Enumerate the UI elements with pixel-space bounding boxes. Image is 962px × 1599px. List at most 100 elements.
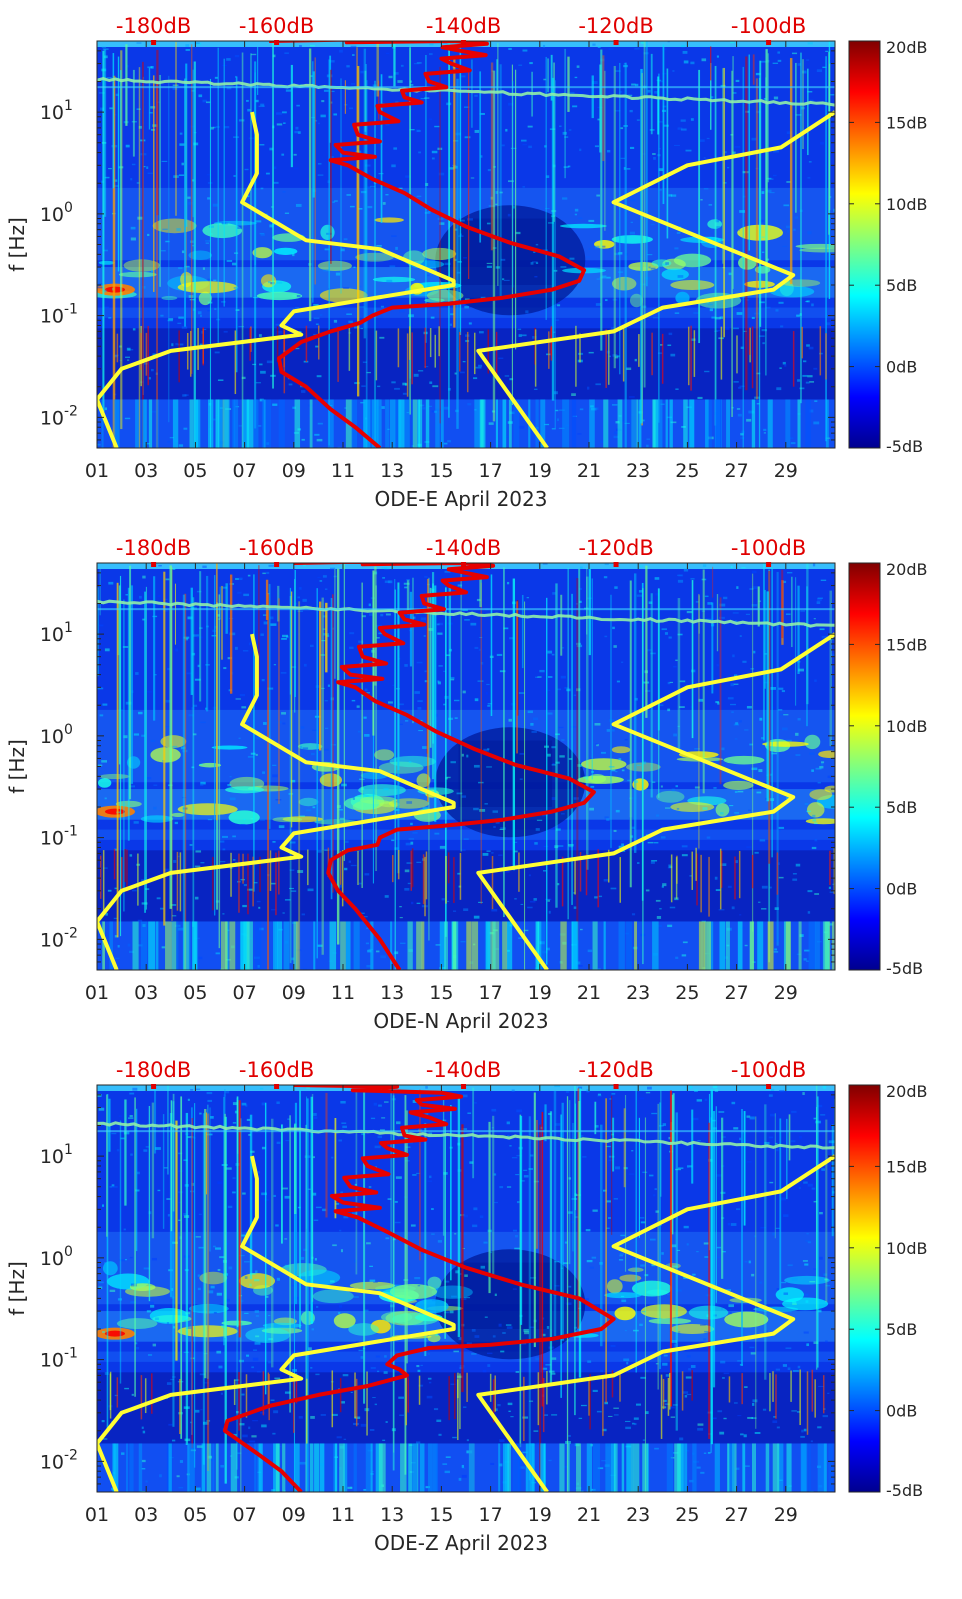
spectrogram-column	[502, 921, 508, 970]
y-tick-exponent: -2	[64, 403, 78, 419]
spectrogram	[97, 563, 835, 970]
spectrogram-noise	[322, 615, 327, 618]
spectrogram-column	[714, 1443, 720, 1492]
spectrogram-noise	[777, 51, 781, 54]
spectrogram-streak	[572, 1122, 574, 1252]
spectrogram-noise	[167, 319, 173, 322]
spectrogram-noise	[569, 91, 575, 95]
spectrogram-blob	[245, 1327, 291, 1343]
spectrogram-noise	[561, 739, 565, 741]
spectrogram-streak	[638, 1117, 640, 1238]
spectrogram-streak	[728, 1376, 731, 1403]
spectrogram-column	[800, 1443, 808, 1492]
spectrogram-noise	[740, 1433, 744, 1436]
spectrogram-streak	[518, 852, 520, 892]
spectrogram-blob	[161, 296, 178, 301]
spectrogram-noise	[745, 613, 751, 615]
spectrogram-streak	[691, 1109, 694, 1184]
spectrogram-streak	[168, 75, 170, 423]
spectrogram-noise	[104, 648, 110, 652]
spectrogram-column	[630, 1443, 634, 1492]
spectrogram-noise	[832, 1132, 835, 1136]
spectrogram-column	[112, 1443, 116, 1492]
spectrogram-noise	[247, 574, 251, 577]
spectrogram-streak	[588, 1379, 590, 1416]
spectrogram-noise	[770, 686, 777, 690]
spectrogram-noise	[273, 1194, 276, 1198]
spectrogram-column	[490, 921, 493, 970]
spectrogram-noise	[229, 797, 236, 801]
spectrogram-noise	[662, 263, 667, 266]
spectrogram-noise	[369, 613, 374, 616]
spectrogram-noise	[609, 1098, 612, 1100]
spectrogram-noise	[339, 168, 342, 171]
spectrogram-noise	[530, 1277, 536, 1279]
spectrogram-noise	[394, 951, 399, 955]
spectrogram-streak	[448, 1376, 450, 1421]
spectrogram-noise	[799, 934, 804, 937]
spectrogram-noise	[146, 777, 152, 780]
spectrogram-noise	[171, 1376, 176, 1378]
spectrogram-noise	[240, 823, 246, 826]
spectrogram-noise	[416, 861, 422, 863]
spectrogram-noise	[764, 652, 768, 655]
spectrogram-noise	[260, 633, 264, 636]
spectrogram-column	[196, 399, 199, 448]
spectrogram-noise	[746, 705, 752, 709]
spectrogram-noise	[533, 1180, 539, 1183]
spectrogram-noise	[683, 60, 689, 64]
spectrogram-noise	[235, 75, 238, 78]
spectrogram-noise	[657, 121, 663, 123]
colorbar-label: 5dB	[886, 798, 917, 817]
spectrogram-streak	[147, 325, 149, 386]
spectrogram-column	[276, 921, 283, 970]
spectrogram-streak	[182, 594, 186, 970]
spectrogram-noise	[282, 111, 287, 114]
spectrogram-noise	[606, 1227, 610, 1229]
x-tick-label: 27	[725, 1504, 749, 1526]
spectrogram-noise	[769, 886, 772, 889]
spectrogram-noise	[301, 913, 305, 916]
spectrogram-noise	[466, 1342, 472, 1345]
spectrogram-noise	[471, 1353, 477, 1355]
top-axis-label: -100dB	[731, 14, 806, 38]
spectrogram-noise	[313, 1113, 317, 1116]
spectrogram-streak	[480, 582, 482, 904]
spectrogram-noise	[323, 269, 329, 272]
y-tick-label: 10	[40, 306, 64, 328]
spectrogram-noise	[424, 97, 430, 99]
spectrogram-noise	[588, 219, 595, 222]
spectrogram-noise	[782, 245, 787, 247]
spectrogram-noise	[637, 862, 640, 865]
spectrogram-noise	[528, 874, 531, 877]
spectrogram-column	[592, 921, 598, 970]
spectrogram-streak	[439, 66, 441, 424]
spectrogram-noise	[659, 704, 664, 707]
spectrogram-noise	[706, 836, 711, 839]
spectrogram-noise	[642, 1171, 648, 1173]
spectrogram-noise	[580, 1135, 584, 1137]
spectrogram-noise	[561, 647, 565, 649]
spectrogram-noise	[464, 1297, 471, 1299]
spectrogram-noise	[653, 842, 659, 844]
spectrogram-streak	[340, 78, 342, 294]
spectrogram-noise	[813, 618, 816, 620]
spectrogram-noise	[111, 1185, 118, 1188]
x-tick-label: 17	[479, 460, 503, 482]
spectrogram-streak	[815, 1085, 818, 1370]
spectrogram-streak	[736, 335, 738, 374]
spectrogram-noise	[491, 852, 494, 854]
spectrogram-noise	[364, 692, 370, 694]
spectrogram-noise	[770, 1088, 775, 1091]
spectrogram-noise	[509, 1145, 512, 1147]
spectrogram-column	[407, 921, 413, 970]
spectrogram-noise	[735, 1208, 741, 1211]
spectrogram-noise	[716, 664, 719, 667]
spectrogram-noise	[611, 769, 616, 772]
colorbar-gradient	[848, 562, 881, 971]
spectrogram-streak	[490, 574, 493, 717]
spectrogram-noise	[284, 1391, 291, 1394]
spectrogram-noise	[731, 711, 734, 714]
spectrogram-streak	[742, 66, 744, 448]
spectrogram-noise	[416, 1172, 421, 1175]
